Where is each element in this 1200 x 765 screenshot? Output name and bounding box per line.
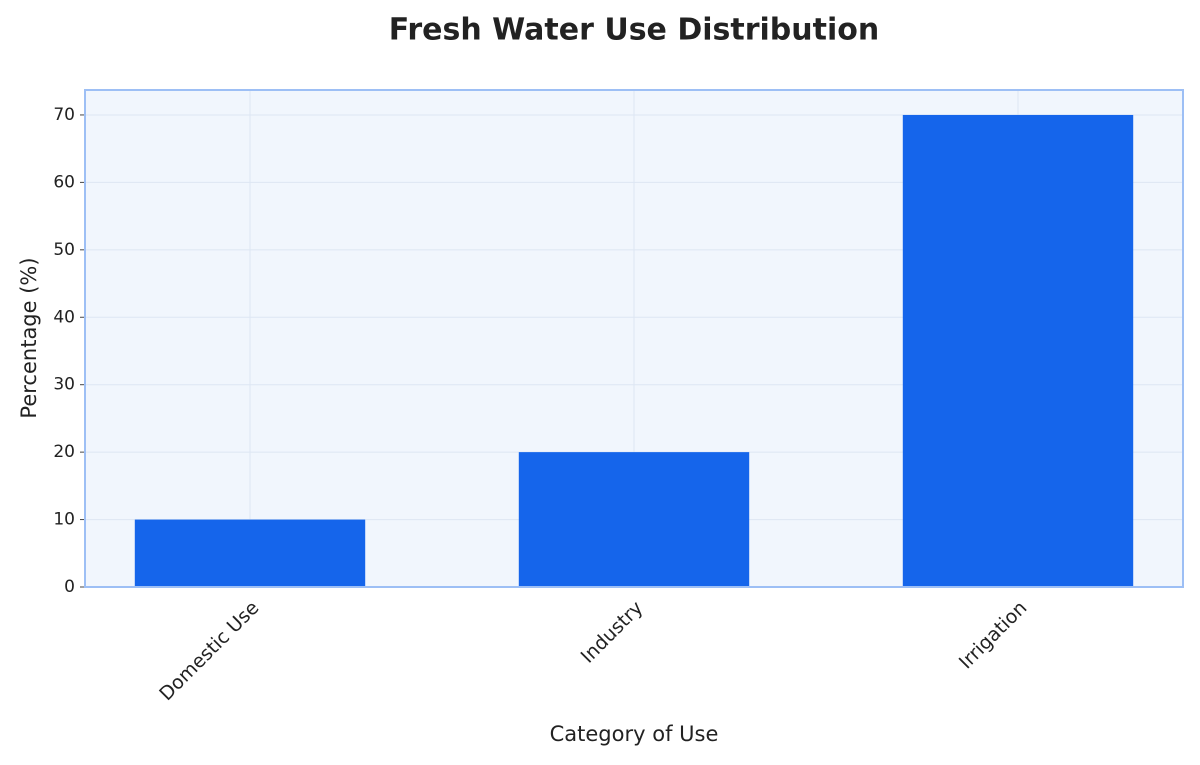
y-tick-label: 10: [53, 510, 75, 530]
x-axis-label: Category of Use: [550, 722, 719, 746]
y-tick-label: 20: [53, 442, 75, 462]
chart-title: Fresh Water Use Distribution: [389, 13, 879, 48]
bar: [902, 114, 1134, 587]
x-tick-label: Industry: [577, 597, 648, 668]
y-tick-label: 50: [53, 240, 75, 260]
bar: [134, 519, 366, 587]
y-tick-label: 60: [53, 172, 75, 192]
y-tick-label: 40: [53, 307, 75, 327]
bar: [518, 452, 750, 587]
y-tick-label: 30: [53, 375, 75, 395]
plot-border: [84, 89, 1184, 588]
x-tick-label: Irrigation: [955, 597, 1032, 674]
x-tick-label: Domestic Use: [155, 597, 263, 705]
y-tick-label: 0: [64, 577, 75, 597]
y-axis-label: Percentage (%): [17, 257, 41, 418]
y-tick-label: 70: [53, 105, 75, 125]
